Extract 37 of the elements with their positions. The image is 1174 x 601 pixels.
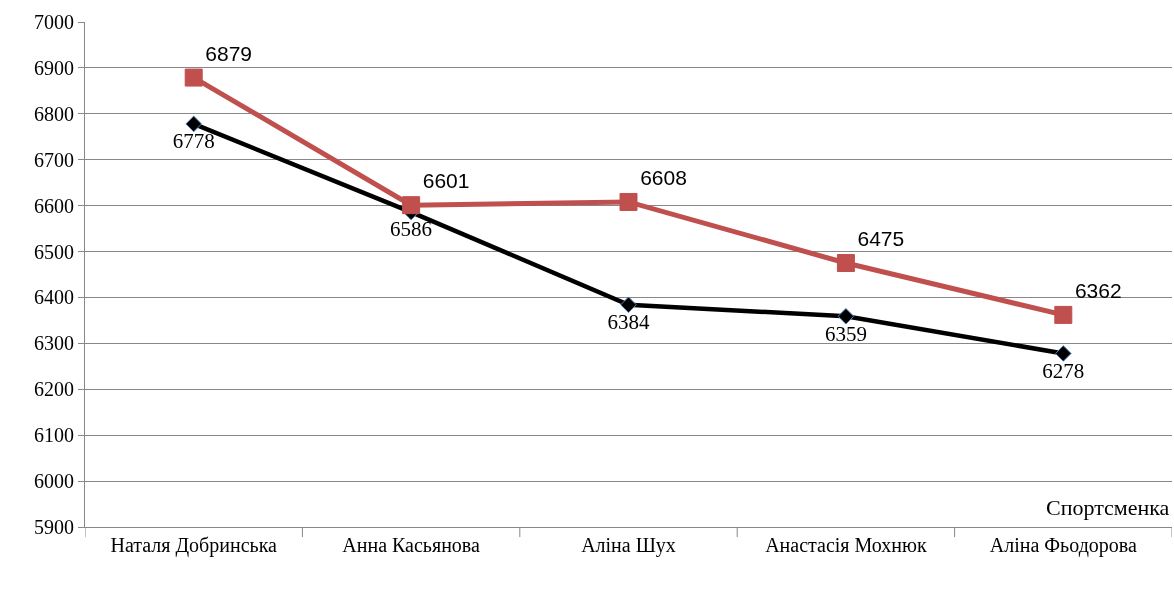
data-label: 6359 bbox=[824, 321, 867, 346]
point bbox=[619, 192, 638, 211]
data-label: 6362 bbox=[1074, 279, 1122, 303]
y-tick-label: 6300 bbox=[34, 332, 74, 355]
point bbox=[836, 254, 855, 273]
data-label: 6586 bbox=[390, 217, 433, 242]
x-tick-label: Аліна Шух bbox=[581, 534, 676, 557]
point bbox=[185, 115, 202, 133]
point bbox=[1055, 345, 1072, 362]
point bbox=[402, 196, 421, 215]
data-label: 6384 bbox=[607, 310, 650, 335]
y-tick-label: 6000 bbox=[34, 470, 74, 493]
y-tick-label: 5900 bbox=[34, 516, 74, 538]
y-tick-label: 6900 bbox=[34, 56, 74, 79]
data-label: 6601 bbox=[422, 169, 470, 193]
y-tick-label: 6200 bbox=[34, 378, 74, 401]
x-tick-label: Анастасія Мохнюк bbox=[765, 534, 927, 556]
y-tick-label: 6800 bbox=[34, 102, 74, 125]
y-tick-label: 6500 bbox=[34, 240, 74, 263]
y-tick-label: 7000 bbox=[34, 11, 74, 33]
y-tick-label: 6400 bbox=[34, 286, 74, 309]
point bbox=[184, 68, 203, 87]
point bbox=[1054, 305, 1073, 324]
y-tick-label: 6600 bbox=[34, 194, 74, 217]
point bbox=[837, 307, 855, 325]
data-label: 6475 bbox=[857, 227, 905, 251]
x-tick-label: Наталя Добринська bbox=[110, 534, 278, 557]
data-label: 6778 bbox=[172, 129, 215, 154]
y-tick-label: 6100 bbox=[34, 424, 74, 447]
x-tick-label: Анна Касьянова bbox=[342, 534, 481, 556]
x-axis-title: Спортсменка bbox=[1046, 495, 1170, 520]
data-label: 6608 bbox=[640, 166, 687, 190]
point bbox=[620, 296, 637, 314]
y-tick-label: 6700 bbox=[34, 148, 74, 171]
data-label: 6879 bbox=[205, 41, 253, 65]
x-tick-label: Аліна Фьодорова bbox=[989, 534, 1137, 557]
data-label: 6278 bbox=[1042, 358, 1085, 383]
